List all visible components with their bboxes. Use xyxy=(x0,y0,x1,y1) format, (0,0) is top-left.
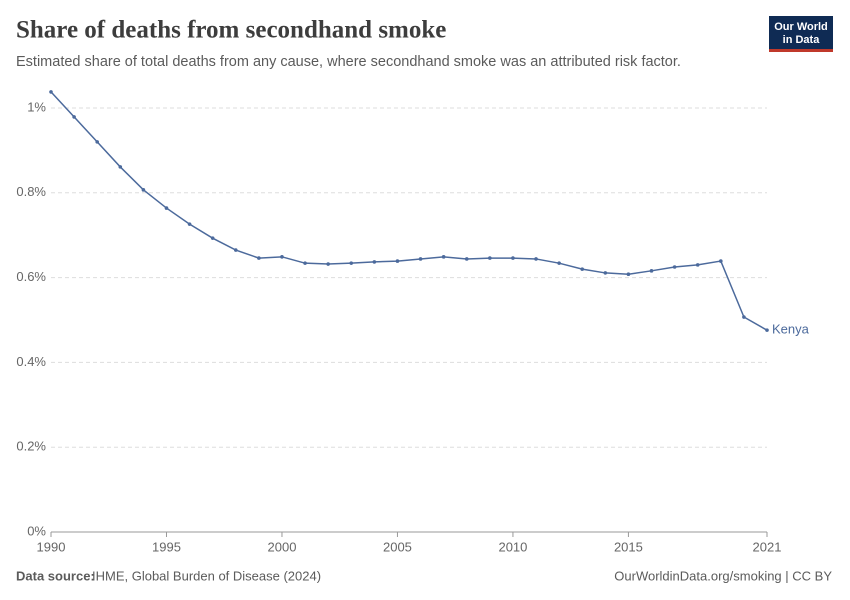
logo xyxy=(769,16,833,52)
y-tick-label: 0.8% xyxy=(16,184,46,199)
data-point xyxy=(719,259,723,263)
data-point xyxy=(326,262,330,266)
data-point xyxy=(649,269,654,273)
data-point xyxy=(765,328,769,332)
data-point xyxy=(418,257,423,261)
x-tick-label: 2021 xyxy=(753,539,782,554)
data-point xyxy=(742,315,746,319)
data-point xyxy=(187,222,192,226)
data-point xyxy=(257,256,261,260)
x-tick-label: 1995 xyxy=(152,539,181,554)
data-point xyxy=(49,90,53,94)
data-point xyxy=(672,265,677,269)
logo-bar xyxy=(769,49,833,52)
data-point xyxy=(395,259,400,263)
y-tick-label: 0.2% xyxy=(16,439,46,454)
data-point xyxy=(580,267,585,271)
y-tick-label: 0% xyxy=(27,523,46,538)
data-point xyxy=(303,261,307,265)
x-tick-label: 2000 xyxy=(268,539,297,554)
x-tick-label: 2010 xyxy=(498,539,527,554)
data-point xyxy=(511,256,515,260)
data-point xyxy=(441,255,446,259)
data-point xyxy=(118,165,123,169)
data-point xyxy=(372,260,377,264)
y-tick-label: 0.6% xyxy=(16,269,46,284)
data-point xyxy=(95,140,99,144)
chart-subtitle: Estimated share of total deaths from any… xyxy=(16,54,681,70)
data-point xyxy=(280,255,284,259)
data-point xyxy=(233,248,238,252)
data-point xyxy=(349,261,354,265)
source: IHME, Global Burden of Disease (2024) xyxy=(92,568,321,583)
x-tick-label: 2015 xyxy=(614,539,643,554)
series-line xyxy=(50,91,768,331)
series-label: Kenya xyxy=(772,322,810,337)
data-point xyxy=(141,188,146,192)
data-point xyxy=(695,263,700,267)
logo-text: Our World xyxy=(774,21,828,33)
logo-text: in Data xyxy=(783,34,821,46)
data-point xyxy=(626,272,631,277)
chart-title: Share of deaths from secondhand smoke xyxy=(16,17,446,44)
data-point xyxy=(534,257,538,261)
y-tick-label: 0.4% xyxy=(16,354,46,369)
y-tick-label: 1% xyxy=(27,99,46,114)
x-tick-label: 1990 xyxy=(37,539,66,554)
source-label: Data source: xyxy=(16,568,95,583)
x-tick-label: 2005 xyxy=(383,539,412,554)
data-point xyxy=(557,261,561,265)
data-point xyxy=(210,236,215,240)
data-point xyxy=(488,256,492,260)
data-point xyxy=(164,206,169,210)
url[interactable]: OurWorldinData.org/smoking | CC BY xyxy=(614,568,832,583)
data-point xyxy=(72,115,76,119)
data-point xyxy=(603,271,608,275)
data-point xyxy=(464,257,469,261)
